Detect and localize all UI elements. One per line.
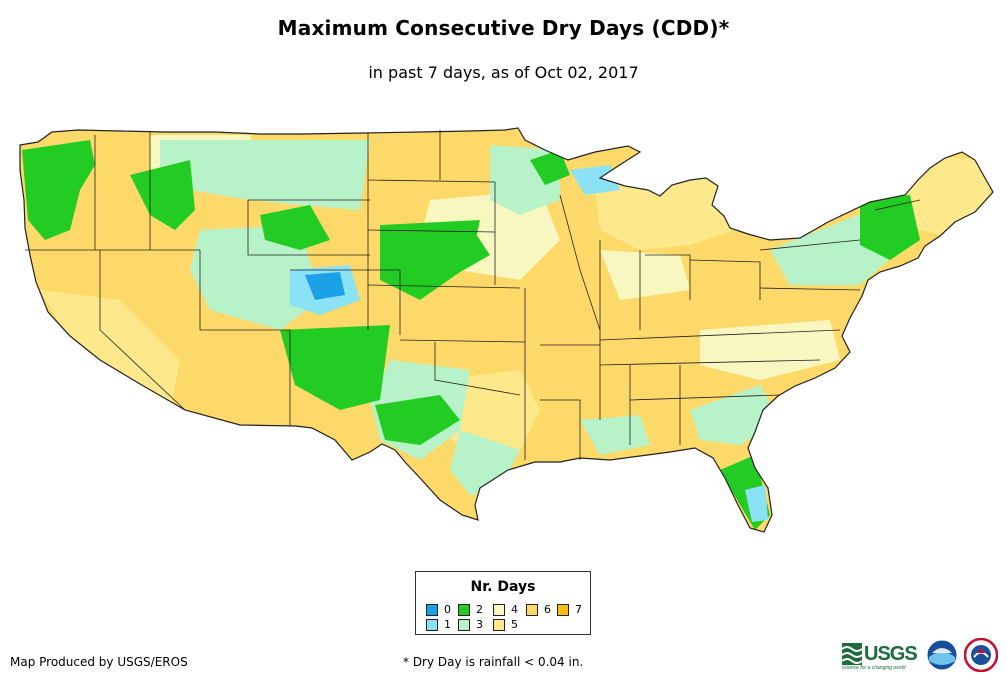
legend-label: 3 (476, 618, 483, 631)
legend-label: 2 (476, 603, 483, 616)
dry-days-zone (375, 395, 460, 445)
dry-days-zone (580, 415, 650, 455)
state-boundary (367, 229, 496, 233)
map-credit: Map Produced by USGS/EROS (10, 655, 188, 669)
dry-days-zone (430, 225, 490, 275)
state-boundary (599, 359, 821, 366)
state-boundary (200, 329, 291, 425)
legend-item-4: 4 (493, 603, 518, 616)
dry-days-zone (280, 325, 390, 410)
agency-logos: USGS science for a changing world (842, 637, 1002, 677)
legend-swatch (458, 618, 470, 631)
legend-swatch (426, 618, 438, 631)
nws-logo-icon (964, 638, 998, 672)
legend-label: 5 (511, 618, 518, 631)
usgs-wordmark: USGS (864, 643, 918, 665)
legend-item-7: 7 (557, 603, 582, 616)
state-boundary (290, 269, 401, 335)
state-boundary (367, 284, 521, 289)
map-subtitle: in past 7 days, as of Oct 02, 2017 (368, 63, 639, 82)
dry-days-zone (160, 140, 370, 210)
legend-label: 1 (444, 618, 451, 631)
legend: Nr. Days 0 1 2 3 4 5 6 7 (415, 571, 591, 635)
legend-swatch (526, 603, 538, 616)
dry-days-zone (40, 290, 180, 410)
legend-swatch (458, 603, 470, 616)
dry-days-zone (190, 225, 320, 330)
legend-item-1: 1 (426, 618, 451, 631)
legend-item-6: 6 (526, 603, 551, 616)
legend-label: 6 (544, 603, 551, 616)
dry-days-zone (22, 140, 95, 240)
legend-item-5: 5 (493, 618, 518, 631)
state-boundary (759, 239, 861, 251)
legend-title: Nr. Days (470, 579, 536, 595)
state-boundary (99, 250, 186, 411)
state-boundary (645, 254, 691, 300)
state-boundary (540, 399, 581, 460)
map-footnote: * Dry Day is rainfall < 0.04 in. (403, 655, 584, 669)
map-title: Maximum Consecutive Dry Days (CDD)* (277, 16, 730, 40)
state-boundary (399, 339, 526, 343)
dry-days-zone (130, 160, 195, 230)
state-boundary (599, 329, 841, 341)
legend-label: 4 (511, 603, 518, 616)
usgs-wave-icon (842, 643, 862, 665)
dry-days-zone (745, 485, 768, 522)
state-boundary (629, 394, 781, 401)
state-boundary (434, 342, 521, 396)
dry-days-zone (260, 205, 330, 250)
legend-item-0: 0 (426, 603, 451, 616)
state-boundary (689, 259, 761, 300)
legend-label: 7 (575, 603, 582, 616)
state-boundary (367, 179, 496, 183)
usgs-tagline: science for a changing world (842, 665, 906, 671)
state-boundary (874, 199, 921, 211)
noaa-logo-icon (926, 639, 958, 671)
state-boundary (559, 194, 601, 331)
legend-swatch (493, 618, 505, 631)
legend-label: 0 (444, 603, 451, 616)
legend-swatch (557, 603, 569, 616)
legend-swatch (493, 603, 505, 616)
dry-days-zone (700, 320, 840, 380)
dry-days-zone (600, 250, 690, 300)
legend-swatch (426, 603, 438, 616)
state-boundary (759, 287, 861, 291)
legend-item-2: 2 (458, 603, 483, 616)
dry-days-zone (860, 195, 920, 260)
dry-days-zone (530, 150, 570, 185)
dry-days-zone (305, 272, 345, 300)
legend-item-3: 3 (458, 618, 483, 631)
usgs-logo: USGS science for a changing world (842, 641, 920, 671)
state-boundary (247, 200, 370, 256)
